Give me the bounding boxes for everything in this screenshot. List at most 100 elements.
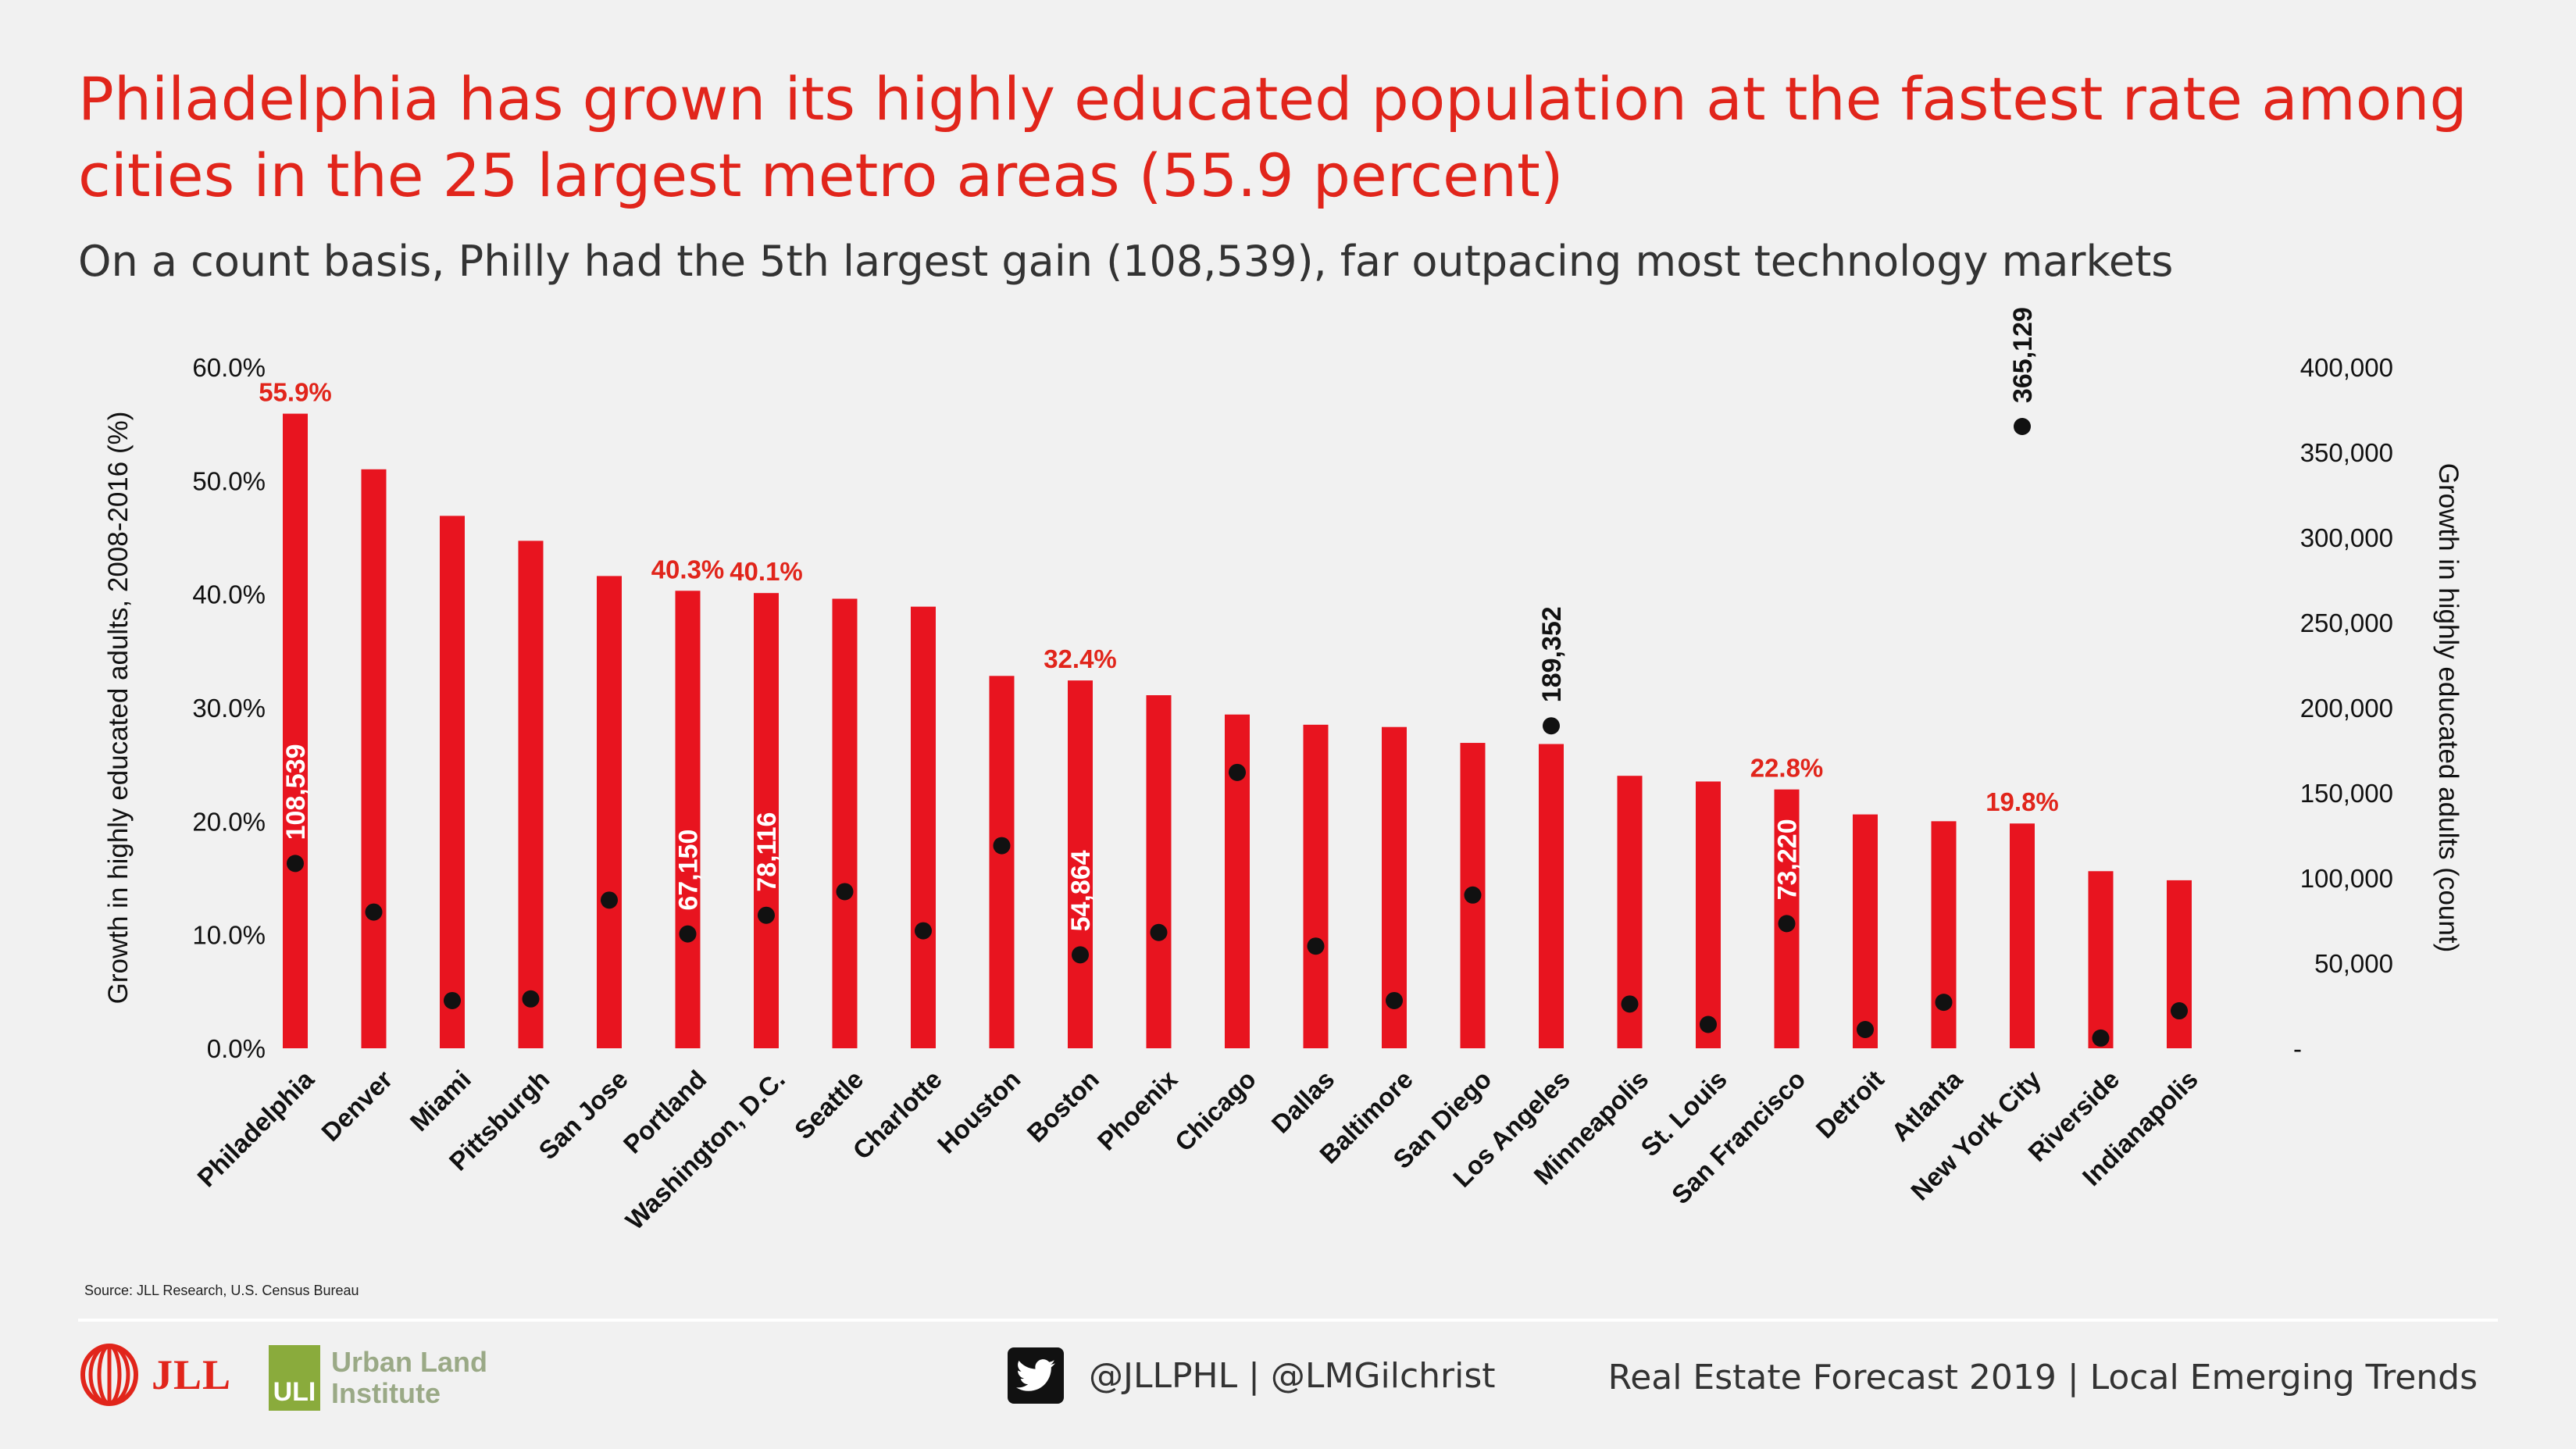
y-left-tick-label: 10.0% (192, 921, 266, 950)
social-handles: @JLLPHL | @LMGilchrist (1008, 1347, 1496, 1404)
bar (518, 541, 544, 1048)
bar (754, 593, 779, 1048)
y-left-tick-label: 60.0% (192, 353, 266, 382)
y-right-tick-label: 300,000 (2300, 523, 2393, 552)
x-tick-label: Houston (932, 1065, 1026, 1159)
data-point (365, 903, 383, 921)
data-point-label: 67,150 (674, 830, 704, 911)
data-point (1935, 994, 1953, 1012)
data-point (1543, 717, 1560, 735)
bar (832, 598, 858, 1048)
bar (675, 591, 701, 1048)
footer-divider (78, 1319, 2498, 1322)
bar (597, 576, 622, 1048)
bar (1146, 695, 1172, 1048)
bar (1539, 744, 1564, 1048)
data-point (2171, 1002, 2188, 1020)
bar (1068, 680, 1093, 1048)
chart: 0.0% 10.0% 20.0% 30.0% 40.0% 50.0% 60.0% - 50,00… (103, 307, 2464, 1235)
data-point (1072, 946, 1089, 964)
y-left-tick-label: 50.0% (192, 466, 266, 495)
data-point (1307, 937, 1325, 955)
data-point-label: 189,352 (1537, 606, 1567, 702)
bar-value-label: 40.3% (651, 555, 725, 584)
bar (283, 413, 308, 1048)
x-tick-label: Miami (405, 1065, 476, 1137)
uli-wordmark-line1: Urban Land (331, 1346, 488, 1378)
jll-logo: JLL (78, 1344, 231, 1406)
bar (2010, 823, 2035, 1048)
y-right-tick-label: - (2293, 1034, 2302, 1063)
x-tick-label: Chicago (1169, 1065, 1261, 1157)
data-point (1464, 886, 1482, 904)
bar (911, 606, 936, 1048)
y-right-tick-label: 250,000 (2300, 609, 2393, 637)
data-point (1857, 1021, 1874, 1039)
y-right-tick-label: 350,000 (2300, 438, 2393, 467)
data-point-label: 365,129 (2008, 307, 2038, 403)
bar-value-label: 40.1% (730, 557, 803, 586)
y-left-tick-label: 30.0% (192, 694, 266, 723)
data-point (915, 922, 932, 940)
y-right-axis-title: Growth in highly educated adults (count) (2433, 463, 2464, 952)
bar (1931, 821, 1957, 1048)
y-left-axis-title: Growth in highly educated adults, 2008-2… (103, 412, 134, 1005)
data-point (1700, 1015, 1717, 1033)
twitter-handles: @JLLPHL | @LMGilchrist (1089, 1355, 1496, 1396)
y-right-tick-label: 150,000 (2300, 779, 2393, 808)
data-point (1229, 763, 1246, 781)
data-point (444, 991, 461, 1009)
bar (1853, 814, 1878, 1048)
data-point (287, 855, 304, 873)
jll-rings-icon (80, 1344, 138, 1406)
x-tick-label: Phoenix (1092, 1064, 1183, 1155)
bar-value-label: 19.8% (1986, 787, 2059, 816)
x-tick-label: San Francisco (1666, 1065, 1811, 1210)
bar (2167, 880, 2192, 1048)
data-point (1150, 923, 1168, 941)
x-tick-label: Detroit (1811, 1065, 1889, 1144)
uli-logo: ULI Urban Land Institute (269, 1345, 487, 1411)
data-point-label: 73,220 (1773, 819, 1803, 900)
data-point (522, 990, 540, 1008)
data-point (2092, 1029, 2110, 1047)
uli-wordmark: Urban Land Institute (331, 1347, 487, 1409)
bar-value-label: 55.9% (259, 378, 332, 407)
event-name: Real Estate Forecast 2019 | Local Emergi… (1607, 1358, 2478, 1397)
y-right-tick-label: 100,000 (2300, 864, 2393, 893)
data-point-label: 78,116 (752, 812, 782, 892)
uli-wordmark-line2: Institute (331, 1377, 441, 1409)
chart-title: Philadelphia has grown its highly educat… (78, 64, 2467, 210)
data-point (679, 925, 697, 943)
bar (361, 469, 387, 1048)
uli-mark: ULI (269, 1345, 320, 1411)
y-right-tick-label: 400,000 (2300, 353, 2393, 382)
data-point-label: 108,539 (281, 744, 311, 840)
y-left-tick-label: 20.0% (192, 807, 266, 836)
twitter-icon (1008, 1347, 1064, 1404)
bar (1303, 724, 1329, 1048)
x-tick-label: Dallas (1266, 1065, 1340, 1139)
y-right-tick-label: 50,000 (2314, 949, 2393, 978)
data-point (1621, 995, 1639, 1013)
jll-wordmark: JLL (152, 1351, 232, 1398)
data-point (601, 891, 618, 909)
data-point (836, 883, 854, 901)
bar (2088, 871, 2114, 1048)
data-point (1386, 991, 1403, 1009)
data-point (2014, 418, 2031, 436)
data-point-label: 54,864 (1066, 850, 1096, 931)
y-right-tick-label: 200,000 (2300, 694, 2393, 723)
source-note: Source: JLL Research, U.S. Census Bureau (84, 1283, 359, 1298)
data-point (1778, 915, 1796, 933)
chart-subtitle: On a count basis, Philly had the 5th lar… (78, 237, 2174, 286)
bar-value-label: 22.8% (1750, 754, 1824, 783)
y-left-tick-label: 0.0% (207, 1034, 266, 1063)
x-tick-label: Philadelphia (191, 1064, 319, 1192)
bar (1696, 781, 1721, 1048)
x-tick-label: Seattle (789, 1065, 869, 1145)
x-tick-label: Denver (316, 1065, 398, 1147)
bar (989, 676, 1015, 1048)
data-point (758, 906, 775, 924)
bar (440, 516, 465, 1048)
